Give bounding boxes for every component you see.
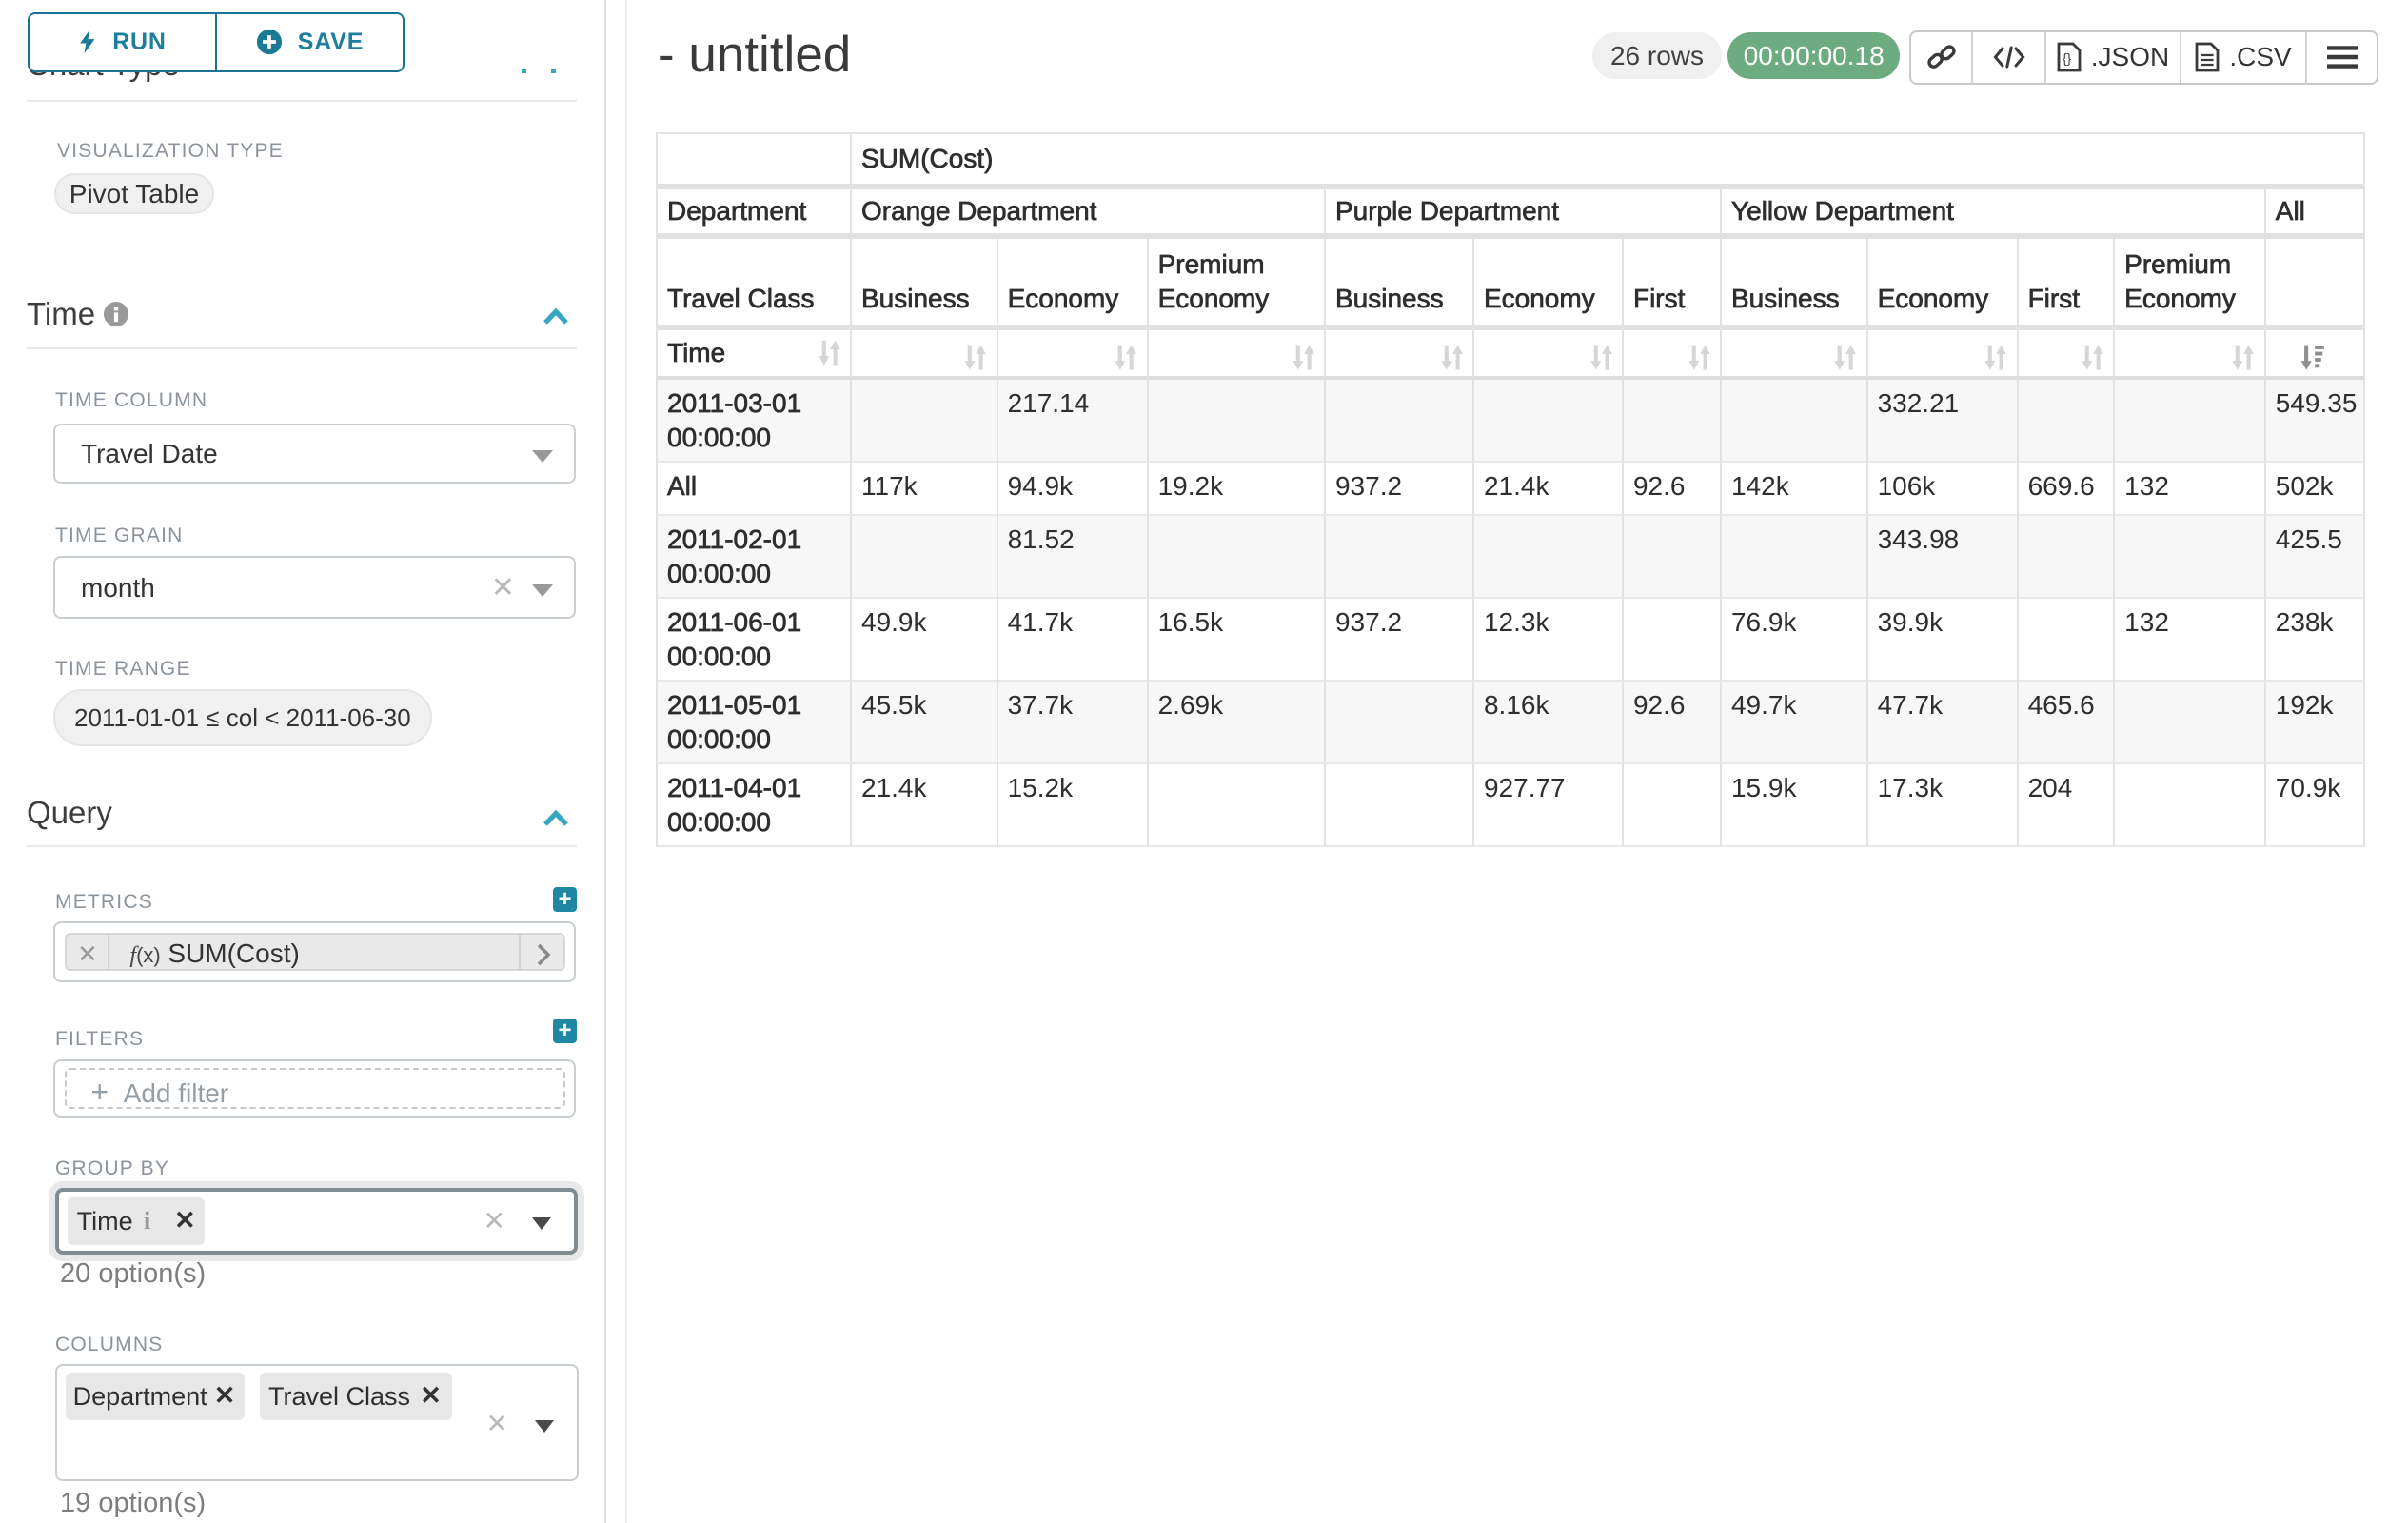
svg-text:{}: {} xyxy=(2063,50,2072,66)
